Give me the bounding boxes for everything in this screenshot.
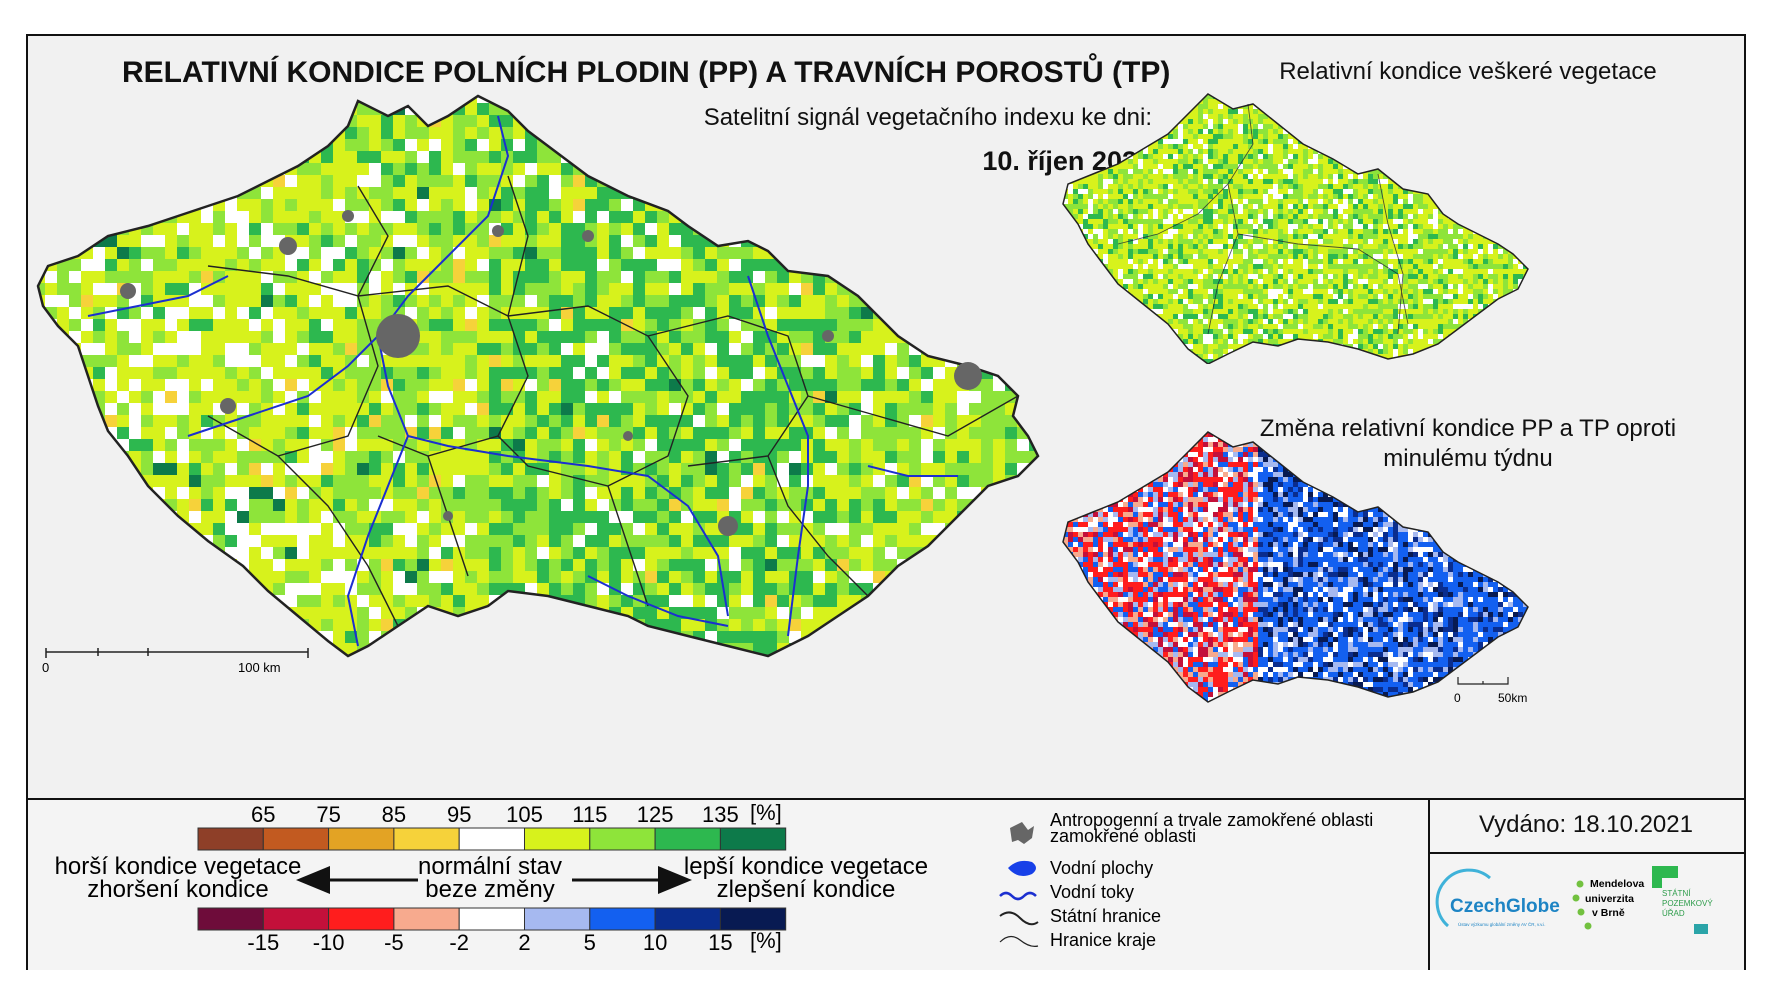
- change-tick-label: 2: [518, 930, 530, 955]
- change-tick-label: 15: [708, 930, 732, 955]
- mendel-line-3: v Brně: [1592, 907, 1625, 919]
- condition-tick-label: 95: [447, 802, 471, 827]
- page-title: RELATIVNÍ KONDICE POLNÍCH PLODIN (PP) A …: [122, 56, 1171, 89]
- change-swatch: [393, 907, 460, 931]
- change-swatch: [524, 907, 591, 931]
- inset-change-map: 0 50km: [1062, 431, 1529, 705]
- change-unit: [%]: [750, 928, 782, 953]
- condition-color-bar: [197, 827, 787, 851]
- condition-swatch: [524, 827, 591, 851]
- legend-panel: 65 75 85 95 105 115 125 135 -15 -10 -5 -2 2 5 10 15 [%…: [28, 798, 1744, 970]
- legend-rivers: Vodní toky: [1050, 882, 1134, 902]
- inset-vegetation-map: [1062, 93, 1529, 364]
- map-frame: RELATIVNÍ KONDICE POLNÍCH PLODIN (PP) A …: [26, 34, 1746, 970]
- condition-swatch: [328, 827, 395, 851]
- condition-swatch: [197, 827, 264, 851]
- urban-legend-icon: [1010, 822, 1034, 844]
- inset-top-title: Relativní kondice veškeré vegetace: [1279, 58, 1657, 85]
- region-borders: [207, 175, 1019, 627]
- condition-swatch: [458, 827, 526, 851]
- change-tick-label: -2: [449, 930, 469, 955]
- change-tick-label: -5: [384, 930, 404, 955]
- map-panel: RELATIVNÍ KONDICE POLNÍCH PLODIN (PP) A …: [28, 36, 1744, 798]
- condition-swatch: [393, 827, 460, 851]
- legend-water-areas: Vodní plochy: [1050, 858, 1153, 878]
- color-legends: 65 75 85 95 105 115 125 135 -15 -10 -5 -2 2 5 10 15 [%…: [55, 800, 1374, 955]
- change-swatch: [719, 907, 787, 931]
- inset-scale-end: 50km: [1498, 691, 1527, 705]
- condition-swatch: [589, 827, 656, 851]
- spu-line-3: ÚŘAD: [1662, 909, 1685, 918]
- czechglobe-logo: CzechGlobe Ústav výzkumu globální změny …: [1435, 868, 1560, 928]
- condition-tick-label: 65: [251, 802, 275, 827]
- condition-swatch: [654, 827, 721, 851]
- main-scale-bar: 0 100 km: [42, 648, 309, 675]
- main-scale-start: 0: [42, 660, 49, 675]
- better-label-1: lepší kondice vegetace: [684, 853, 928, 880]
- arrow-right-icon: [572, 866, 692, 894]
- change-swatch: [328, 907, 395, 931]
- condition-tick-label: 135: [702, 802, 739, 827]
- panel-divider: [1428, 800, 1430, 970]
- worse-label-2: zhoršení kondice: [87, 876, 268, 903]
- worse-label-1: horší kondice vegetace: [55, 853, 302, 880]
- change-swatch: [197, 907, 264, 931]
- state-border-legend-icon: [999, 911, 1039, 926]
- condition-swatch: [719, 827, 787, 851]
- legend-urban: Antropogenní a trvale zamokřené oblasti: [1050, 810, 1373, 830]
- legend-state-border: Státní hranice: [1050, 906, 1161, 926]
- issued-date: Vydáno: 18.10.2021: [1428, 800, 1744, 854]
- region-border-legend-icon: [999, 935, 1039, 947]
- spu-line-2: POZEMKOVÝ: [1662, 899, 1713, 908]
- condition-tick-label: 125: [637, 802, 674, 827]
- change-tick-label: -15: [247, 930, 279, 955]
- main-map: 0 100 km: [36, 94, 1040, 675]
- condition-tick-label: 115: [572, 802, 607, 827]
- condition-unit: [%]: [750, 800, 782, 825]
- spu-logo: STÁTNÍ POZEMKOVÝ ÚŘAD: [1652, 866, 1713, 934]
- better-label-2: zlepšení kondice: [717, 876, 896, 903]
- condition-tick-label: 85: [382, 802, 406, 827]
- mendelu-logo: Mendelova univerzita v Brně: [1572, 878, 1644, 930]
- inset-scale-start: 0: [1454, 691, 1461, 705]
- change-swatch: [262, 907, 330, 931]
- change-swatch: [654, 907, 721, 931]
- czechglobe-subtext: Ústav výzkumu globální změny AV ČR, v.v.…: [1458, 921, 1546, 927]
- condition-tick-label: 75: [316, 802, 340, 827]
- main-scale-end: 100 km: [238, 660, 281, 675]
- change-color-bar: [197, 907, 787, 931]
- czechglobe-text: CzechGlobe: [1450, 896, 1560, 917]
- inset-scale-bar: 0 50km: [1454, 677, 1527, 705]
- change-tick-label: 10: [643, 930, 667, 955]
- condition-tick-label: 105: [506, 802, 543, 827]
- change-tick-label: -10: [313, 930, 345, 955]
- normal-label-1: normální stav: [418, 853, 562, 880]
- normal-label-2: beze změny: [425, 876, 554, 903]
- water-area-legend-icon: [1008, 860, 1036, 876]
- change-swatch: [458, 907, 526, 931]
- legend-urban-line2: zamokřené oblasti: [1050, 826, 1196, 846]
- urban-areas: [120, 210, 982, 536]
- arrow-left-icon: [296, 866, 418, 894]
- river-legend-icon: [999, 891, 1037, 901]
- inset-bottom-title: Změna relativní kondice PP a TP oproti m…: [1259, 415, 1677, 472]
- spu-line-1: STÁTNÍ: [1662, 889, 1691, 898]
- mendel-line-1: Mendelova: [1590, 878, 1644, 890]
- change-swatch: [589, 907, 656, 931]
- subtitle: Satelitní signál vegetačního indexu ke d…: [703, 104, 1152, 131]
- partner-logos: CzechGlobe Ústav výzkumu globální změny …: [1435, 866, 1713, 934]
- mendel-line-2: univerzita: [1585, 893, 1634, 905]
- change-tick-label: 5: [584, 930, 596, 955]
- condition-swatch: [262, 827, 330, 851]
- legend-region-border: Hranice kraje: [1050, 930, 1156, 950]
